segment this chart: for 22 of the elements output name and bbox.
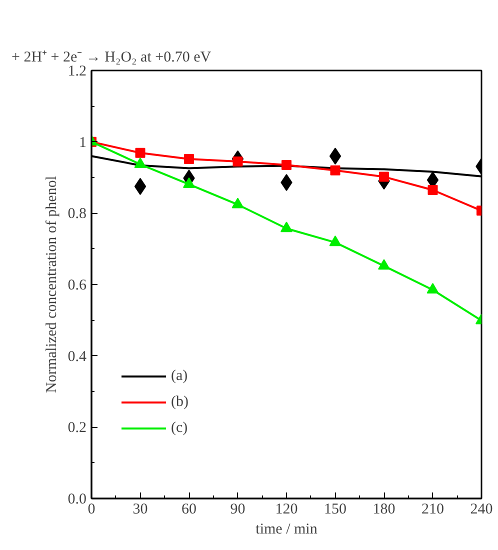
y-tick-label: 0.0 (68, 492, 86, 508)
y-tick-label: 0.6 (68, 278, 87, 294)
x-axis-title: time / min (256, 522, 318, 538)
x-tick-label: 150 (324, 502, 346, 518)
text: + 2H⁺ + 2e⁻ → H₂O₂ at +0.70 eV (12, 50, 212, 66)
x-tick-label: 210 (422, 502, 444, 518)
legend-label: (b) (171, 394, 190, 410)
x-tick-label: 30 (132, 502, 148, 518)
x-tick-label: 60 (182, 502, 196, 518)
x-tick-label: 180 (372, 502, 396, 518)
y-axis-title: Normalized concentration of phenol (44, 176, 60, 393)
x-tick-label: 240 (470, 502, 493, 518)
y-tick-label: 0.4 (68, 348, 87, 365)
x-tick-label: 90 (230, 502, 246, 518)
y-tick-label: 1 (79, 134, 86, 151)
legend-label: (c) (171, 420, 189, 436)
x-tick-label: 0 (88, 502, 96, 518)
y-tick-label: 0.2 (68, 420, 86, 436)
y-tick-label: 1.2 (68, 64, 86, 80)
x-tick-label: 120 (275, 502, 298, 518)
legend-label: (a) (171, 368, 189, 384)
y-tick-label: 0.8 (68, 206, 86, 222)
